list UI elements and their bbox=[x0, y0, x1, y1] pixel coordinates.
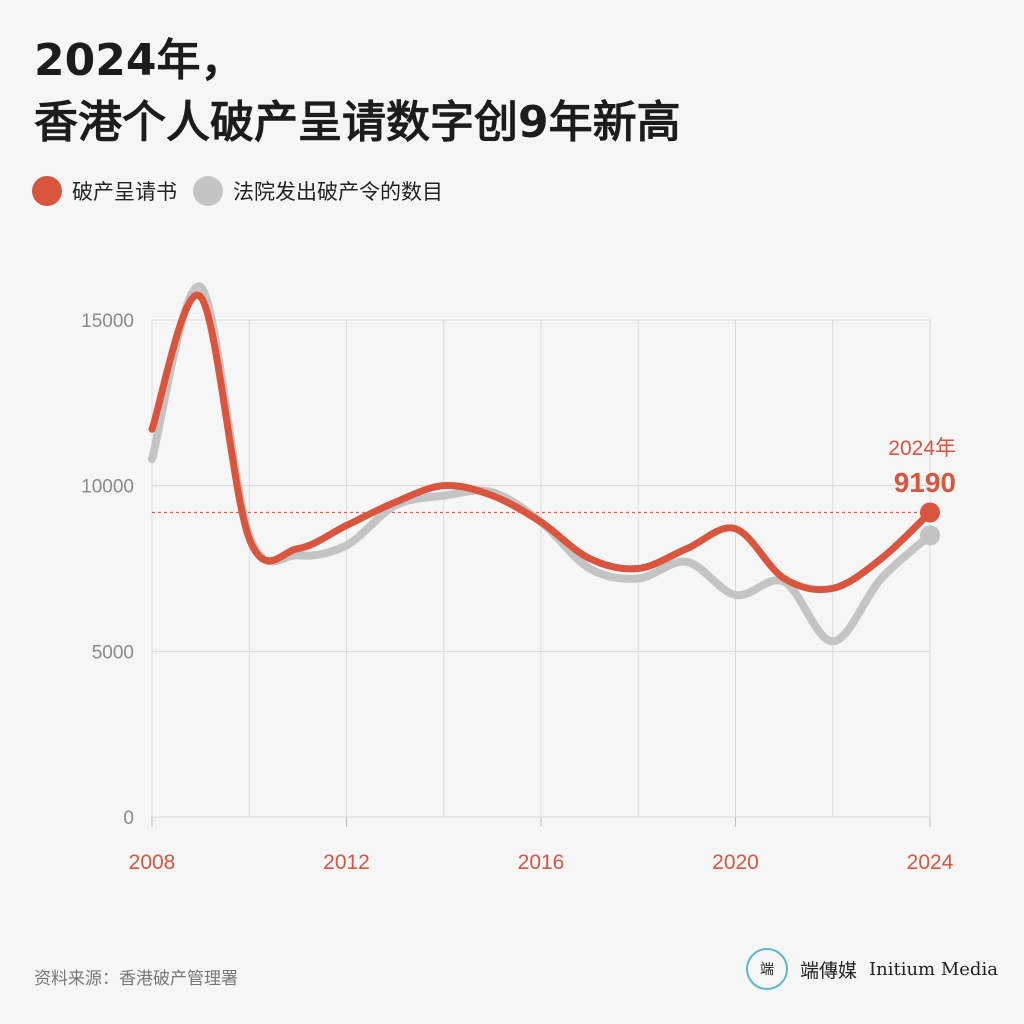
y-tick-label-0: 0 bbox=[123, 808, 134, 829]
endpoint-marker-orders bbox=[920, 525, 940, 546]
legend-item-petitions: 破产呈请书 bbox=[32, 176, 177, 206]
annotation: 2024年 9190 bbox=[888, 437, 956, 498]
source-note: 资料来源：香港破产管理署 bbox=[34, 969, 238, 989]
y-tick-label-15000: 15000 bbox=[81, 311, 134, 332]
series-lines bbox=[148, 282, 940, 646]
y-tick-label-10000: 10000 bbox=[81, 477, 134, 498]
x-tick-label-2012: 2012 bbox=[323, 851, 370, 874]
chart-title: 2024年， 香港个人破产呈请数字创9年新高 bbox=[34, 30, 681, 154]
legend-item-orders: 法院发出破产令的数目 bbox=[193, 176, 443, 206]
brand-name-en: Initium Media bbox=[869, 958, 998, 980]
x-tick-label-2020: 2020 bbox=[712, 851, 759, 874]
legend: 破产呈请书 法院发出破产令的数目 bbox=[32, 176, 447, 206]
brand-name-cn: 端傳媒 bbox=[800, 959, 858, 982]
annotation-value-label: 9190 bbox=[894, 467, 956, 498]
x-tick-label-2008: 2008 bbox=[129, 851, 176, 874]
title-line-2: 香港个人破产呈请数字创9年新高 bbox=[34, 97, 681, 148]
endpoint-marker-petitions bbox=[920, 502, 940, 523]
series-line-petitions bbox=[148, 291, 934, 594]
legend-label-petitions: 破产呈请书 bbox=[72, 180, 177, 204]
legend-label-orders: 法院发出破产令的数目 bbox=[233, 180, 443, 204]
gridlines bbox=[151, 319, 931, 827]
brand-logo-icon: 端 bbox=[746, 948, 788, 990]
annotation-year-label: 2024年 bbox=[888, 437, 956, 460]
x-tick-label-2016: 2016 bbox=[518, 851, 565, 874]
legend-swatch-petitions bbox=[32, 176, 62, 206]
legend-swatch-orders bbox=[193, 176, 223, 206]
brand[interactable]: 端 端傳媒 Initium Media bbox=[746, 948, 998, 990]
title-line-1: 2024年， bbox=[34, 35, 245, 86]
axis-labels: 0 5000 10000 15000 2008 2012 2016 2020 2024 bbox=[81, 311, 954, 874]
y-tick-label-5000: 5000 bbox=[92, 642, 134, 663]
x-tick-label-2024: 2024 bbox=[907, 851, 954, 874]
